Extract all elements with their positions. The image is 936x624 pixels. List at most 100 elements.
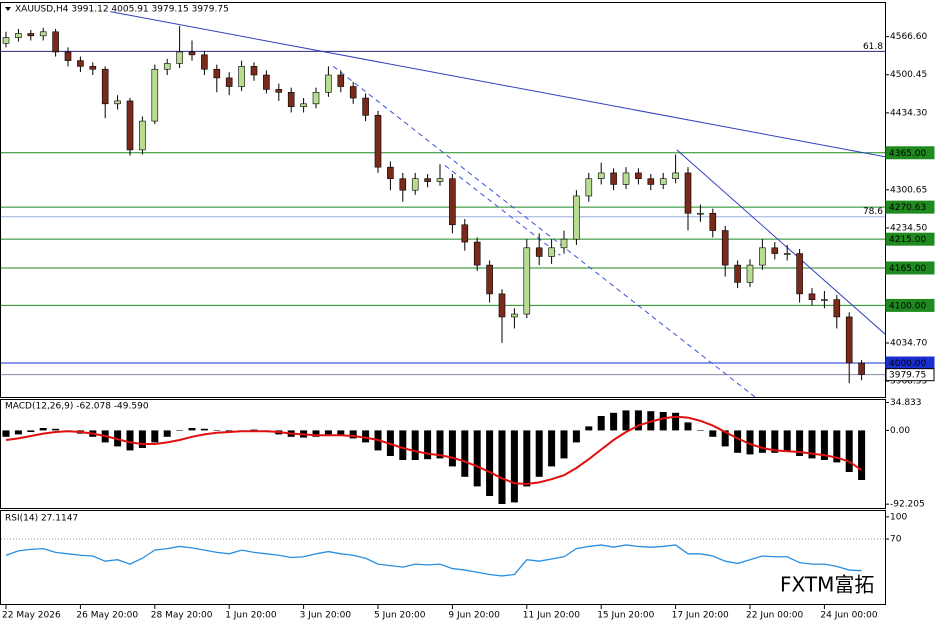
candle-body bbox=[201, 54, 208, 70]
price-label: 4215.00 bbox=[889, 235, 926, 245]
macd-bar bbox=[672, 412, 680, 431]
candle-body bbox=[139, 120, 146, 151]
candle-body bbox=[163, 63, 171, 70]
y-tick-label: 4234.50 bbox=[890, 223, 927, 233]
macd-bar bbox=[349, 430, 357, 439]
macd-bar bbox=[820, 430, 828, 460]
candle-body bbox=[622, 172, 630, 185]
macd-bar bbox=[151, 430, 159, 443]
macd-bar bbox=[163, 430, 171, 437]
candle-body bbox=[151, 68, 159, 122]
symbol-menu-arrow[interactable] bbox=[5, 7, 11, 11]
y-tick-label: 4434.30 bbox=[890, 108, 927, 118]
candle-body bbox=[498, 293, 506, 318]
candle-body bbox=[52, 31, 59, 53]
x-tick-label: 28 May 20:00 bbox=[151, 611, 213, 621]
candle-body bbox=[808, 293, 816, 300]
rsi-panel-frame bbox=[0, 510, 886, 605]
candle-body bbox=[721, 230, 729, 266]
macd-bar bbox=[14, 430, 22, 435]
macd-bar bbox=[486, 430, 494, 496]
macd-bar bbox=[337, 430, 345, 436]
candle-body bbox=[39, 31, 47, 37]
y-tick-label: 4034.70 bbox=[890, 339, 927, 349]
macd-bar bbox=[560, 430, 568, 459]
x-tick-label: 5 Jun 20:00 bbox=[374, 611, 426, 621]
macd-bar bbox=[585, 426, 593, 431]
candle-body bbox=[746, 264, 754, 283]
candle-body bbox=[461, 224, 469, 243]
candle-body bbox=[597, 172, 605, 179]
candle-body bbox=[684, 172, 692, 214]
price-label-box bbox=[885, 232, 935, 246]
price-label: 4100.00 bbox=[889, 301, 926, 311]
y-tick-label: 4300.65 bbox=[890, 185, 927, 195]
macd-bar bbox=[833, 430, 841, 463]
price-label: 3979.75 bbox=[889, 371, 926, 381]
candle-body bbox=[511, 313, 518, 318]
candle-body bbox=[759, 247, 766, 266]
price-label: 4000.00 bbox=[889, 359, 926, 369]
candle-body bbox=[523, 247, 531, 315]
candle-body bbox=[771, 247, 779, 254]
macd-bar bbox=[39, 428, 47, 431]
y-tick-label: 3968.55 bbox=[890, 377, 927, 387]
y-tick-label: -92.205 bbox=[890, 500, 925, 510]
candle-body bbox=[796, 253, 803, 295]
macd-bar bbox=[473, 430, 481, 487]
macd-bar bbox=[535, 430, 543, 477]
candle-body bbox=[349, 86, 357, 99]
x-tick-label: 11 Jun 20:00 bbox=[523, 611, 580, 621]
y-tick-label: 4566.60 bbox=[890, 32, 927, 42]
candle-body bbox=[238, 66, 245, 87]
price-label-box bbox=[885, 261, 935, 275]
candle-body bbox=[374, 115, 382, 168]
macd-bar bbox=[126, 430, 134, 451]
macd-bar bbox=[498, 430, 506, 504]
candle-body bbox=[647, 178, 655, 185]
rsi-line bbox=[5, 544, 862, 577]
x-tick-label: 22 May 2026 bbox=[2, 611, 61, 621]
macd-bar bbox=[783, 430, 791, 452]
macd-panel-frame bbox=[0, 399, 886, 509]
fib-level-label: 61.8 bbox=[863, 42, 883, 52]
macd-bar bbox=[52, 428, 60, 431]
main-panel-frame bbox=[0, 2, 886, 398]
candle-body bbox=[213, 68, 221, 79]
candle-body bbox=[560, 238, 568, 249]
x-tick-label: 22 Jun 00:00 bbox=[746, 611, 803, 621]
x-tick-label: 24 Jun 00:00 bbox=[820, 611, 877, 621]
candle-body bbox=[89, 66, 97, 70]
price-label-box bbox=[885, 146, 935, 160]
macd-bar bbox=[684, 422, 692, 431]
candle-body bbox=[250, 66, 258, 76]
y-tick-label: 100 bbox=[890, 512, 907, 522]
macd-bar bbox=[796, 430, 804, 456]
price-label: 4365.00 bbox=[889, 149, 926, 159]
candle-body bbox=[821, 299, 828, 301]
candle-body bbox=[486, 264, 493, 295]
candle-body bbox=[126, 100, 134, 151]
macd-bar bbox=[424, 430, 432, 460]
macd-bar bbox=[411, 430, 419, 460]
candle-body bbox=[833, 299, 841, 318]
price-label: 4165.00 bbox=[889, 264, 926, 274]
candle-body bbox=[424, 178, 431, 182]
candle-body bbox=[2, 37, 10, 44]
candle-body bbox=[225, 77, 233, 87]
y-tick-label: 34.833 bbox=[890, 398, 922, 408]
macd-bar bbox=[858, 430, 866, 480]
candle-body bbox=[325, 74, 332, 93]
macd-bar bbox=[572, 430, 580, 443]
candle-body bbox=[15, 33, 22, 38]
macd-bar bbox=[622, 410, 630, 431]
macd-bar bbox=[27, 430, 35, 432]
x-tick-label: 9 Jun 20:00 bbox=[448, 611, 500, 621]
candle-body bbox=[275, 89, 283, 93]
candle-body bbox=[337, 74, 345, 87]
macd-bar bbox=[448, 430, 456, 467]
candle-body bbox=[114, 100, 121, 105]
macd-bar bbox=[436, 430, 444, 459]
candle-body bbox=[64, 51, 72, 61]
